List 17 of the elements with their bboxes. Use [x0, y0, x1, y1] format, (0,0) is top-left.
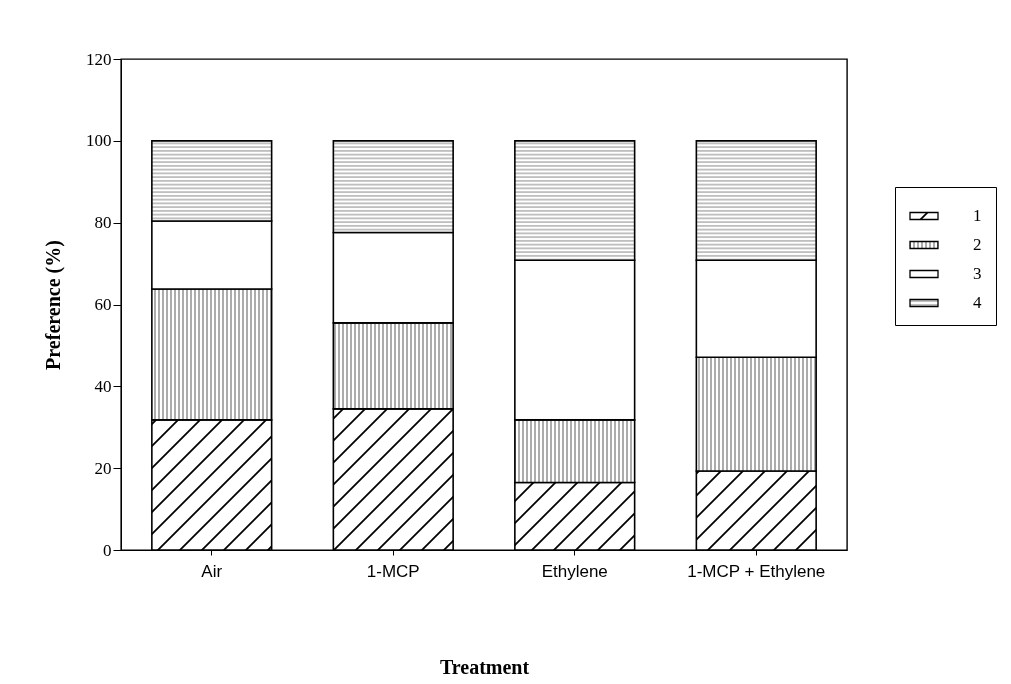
legend-label: 4 [973, 293, 982, 312]
x-tick-label: 1-MCP [366, 561, 420, 581]
y-tick-label: 60 [94, 295, 112, 314]
legend-label: 3 [973, 264, 982, 283]
x-tick-label: Ethylene [541, 561, 608, 581]
y-tick-label: 0 [103, 540, 112, 560]
legend-label: 2 [973, 235, 982, 254]
x-tick-label: 1-MCP + Ethylene [687, 561, 826, 581]
y-tick-label: 100 [86, 131, 112, 151]
y-tick-label: 120 [86, 49, 112, 69]
y-tick-label: 20 [94, 458, 112, 478]
x-tick-label: Air [201, 561, 223, 581]
y-tick-label: 40 [94, 376, 112, 396]
y-axis-title: Preference (%) [42, 240, 65, 370]
legend-label: 1 [973, 206, 982, 225]
y-tick-label: 80 [94, 213, 112, 233]
x-axis-title: Treatment [439, 655, 530, 678]
